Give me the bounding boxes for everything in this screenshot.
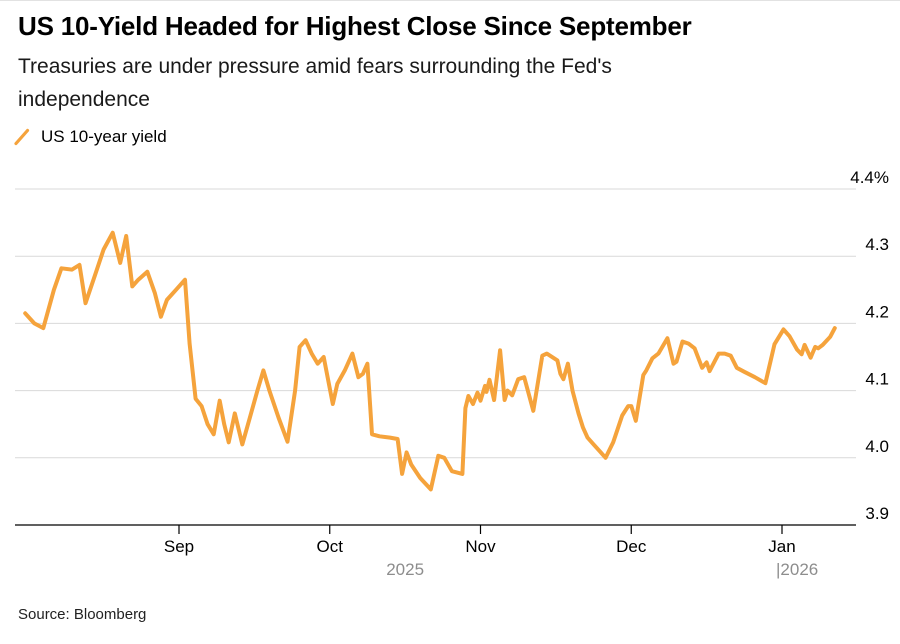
y-axis-tick-label: 3.9 <box>865 504 889 523</box>
x-axis-labels: Sep Oct Nov Dec Jan <box>164 537 796 556</box>
y-axis-tick-label: 4.0 <box>865 437 889 456</box>
x-axis-tick-label: Nov <box>465 537 496 556</box>
chart-legend: US 10-year yield <box>13 127 167 147</box>
line-series-swatch-icon <box>14 128 30 146</box>
y-axis-tick-label: 4.2 <box>865 302 889 321</box>
x-axis-tick-label: Oct <box>317 537 344 556</box>
chart-subtitle-line-1: Treasuries are under pressure amid fears… <box>18 55 612 78</box>
y-axis-tick-label: 4.4% <box>850 168 889 187</box>
x-axis-tick-label: Jan <box>768 537 795 556</box>
chart-subtitle-line-2: independence <box>18 88 150 111</box>
year-label: |2026 <box>776 560 818 579</box>
x-axis-tick-label: Sep <box>164 537 194 556</box>
year-labels: 2025 |2026 <box>386 560 818 579</box>
chart-subtitle: Treasuries are under pressure amid fears… <box>18 50 612 116</box>
y-gridlines <box>15 188 856 459</box>
yield-line-series <box>23 230 837 492</box>
y-axis-tick-label: 4.3 <box>865 235 889 254</box>
x-axis-tick-label: Dec <box>616 537 647 556</box>
year-label: 2025 <box>386 560 424 579</box>
y-axis-labels: 4.4% 4.3 4.2 4.1 4.0 3.9 <box>850 168 889 523</box>
source-attribution: Source: Bloomberg <box>18 606 147 623</box>
y-axis-tick-label: 4.1 <box>865 370 889 389</box>
x-axis <box>15 524 856 534</box>
legend-label: US 10-year yield <box>41 127 167 146</box>
chart-title: US 10-Yield Headed for Highest Close Sin… <box>18 11 692 41</box>
